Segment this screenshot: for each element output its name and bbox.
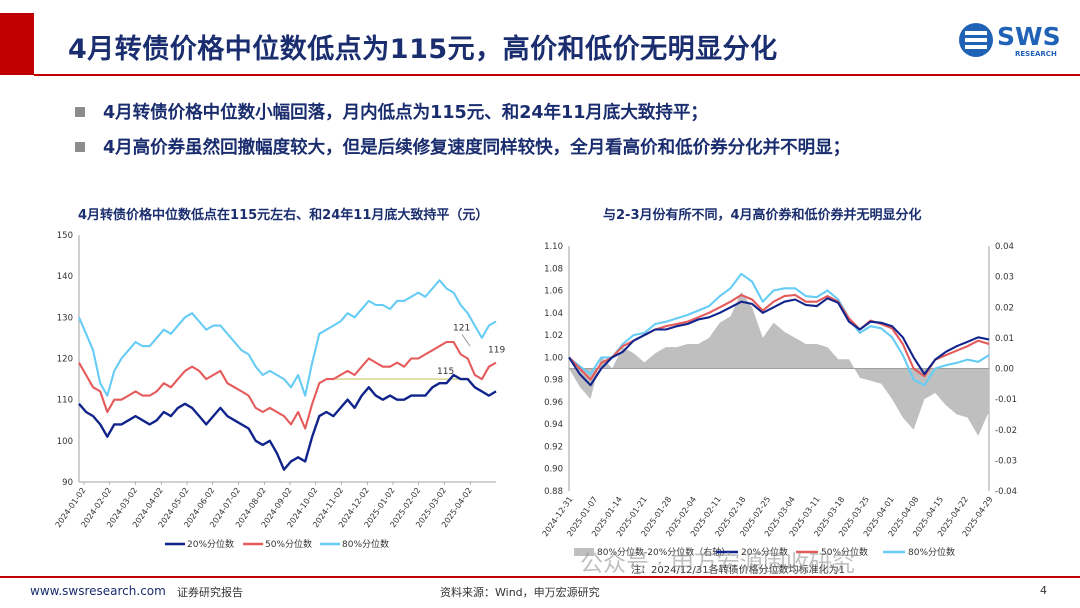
right-y-tick-label: 0.96 xyxy=(544,398,563,408)
right-y-tick-label: 1.08 xyxy=(544,264,563,274)
right-legend-label: 50%分位数 xyxy=(821,546,868,558)
title-divider xyxy=(34,74,1080,76)
left-legend-label: 20%分位数 xyxy=(187,538,234,550)
left-y-tick-label: 100 xyxy=(57,437,73,447)
left-legend-label: 50%分位数 xyxy=(265,538,312,550)
logo-subtext: RESEARCH xyxy=(1015,50,1057,58)
right-y2-tick-label: 0.02 xyxy=(995,303,1014,313)
left-y-tick-label: 140 xyxy=(57,272,73,282)
right-chart-title: 与2-3月份有所不同，4月高价券和低价券并无明显分化 xyxy=(603,208,922,223)
title-accent-block xyxy=(0,13,34,75)
right-y-tick-label: 1.00 xyxy=(544,353,563,363)
right-spread-area xyxy=(569,291,989,436)
title-bar: 4月转债价格中位数低点为115元，高价和低价无明显分化 SWS RESEARCH xyxy=(0,0,1080,80)
left-chart-title: 4月转债价格中位数低点在115元左右、和24年11月底大致持平（元） xyxy=(78,208,489,223)
bullet-text: 4月高价券虽然回撤幅度较大，但是后续修复速度同样较快，全月看高价和低价券分化并不… xyxy=(103,138,851,158)
left-series-line-p20 xyxy=(78,373,497,471)
left-annotation-leader xyxy=(461,334,471,347)
bullet-square-icon xyxy=(75,141,85,152)
right-y2-tick-label: 0.03 xyxy=(995,273,1014,283)
left-y-tick-label: 150 xyxy=(57,231,73,241)
right-y-tick-label: 1.06 xyxy=(544,287,563,297)
right-legend-label: 80%分位数 xyxy=(908,546,955,558)
right-y-tick-label: 0.88 xyxy=(544,487,563,497)
right-y2-tick-label: 0.01 xyxy=(995,334,1014,344)
left-y-tick-label: 130 xyxy=(57,313,73,323)
left-legend-label: 80%分位数 xyxy=(342,538,389,550)
right-y-tick-label: 0.98 xyxy=(544,376,563,386)
right-legend-label: 80%分位数-20%分位数（右轴） xyxy=(597,546,730,558)
right-y2-tick-label: -0.04 xyxy=(995,487,1017,497)
bullet-item: 4月高价券虽然回撤幅度较大，但是后续修复速度同样较快，全月看高价和低价券分化并不… xyxy=(75,129,850,164)
bullet-square-icon xyxy=(75,106,85,117)
right-y-tick-label: 1.10 xyxy=(544,242,563,252)
sws-logo: SWS RESEARCH xyxy=(958,20,1061,60)
page-number: 4 xyxy=(1040,584,1047,597)
chart-note: 注：2024/12/31各转债价格分位数均标准化为1 xyxy=(631,565,845,576)
bullet-list: 4月转债价格中位数小幅回落，月内低点为115元、和24年11月底大致持平； 4月… xyxy=(75,94,850,164)
left-data-label: 115 xyxy=(437,367,454,377)
right-y-tick-label: 1.04 xyxy=(544,309,563,319)
right-y2-tick-label: -0.03 xyxy=(995,456,1017,466)
left-data-label: 119 xyxy=(488,346,505,356)
logo-text: SWS xyxy=(997,22,1061,51)
right-series-line-p80 xyxy=(568,272,990,387)
sws-logo-icon xyxy=(959,23,993,57)
footer-divider xyxy=(0,576,1080,578)
right-y-tick-label: 0.92 xyxy=(544,442,563,452)
bullet-item: 4月转债价格中位数小幅回落，月内低点为115元、和24年11月底大致持平； xyxy=(75,94,850,129)
left-series-line-p80 xyxy=(78,279,497,397)
right-y-tick-label: 0.90 xyxy=(544,465,563,475)
right-legend-swatch-spread xyxy=(574,548,594,556)
right-y2-tick-label: 0.04 xyxy=(995,242,1014,252)
left-y-tick-label: 90 xyxy=(62,478,73,488)
right-y2-tick-label: -0.01 xyxy=(995,395,1017,405)
footer-url[interactable]: www.swsresearch.com xyxy=(30,584,166,598)
footer-source: 资料来源：Wind，申万宏源研究 xyxy=(440,586,600,599)
watermark: 公众号 · 申万宏源固收研究 xyxy=(580,551,855,577)
page-title: 4月转债价格中位数低点为115元，高价和低价无明显分化 xyxy=(68,34,778,65)
right-y2-tick-label: -0.02 xyxy=(995,426,1017,436)
left-series-line-p50 xyxy=(78,340,497,430)
right-legend-label: 20%分位数 xyxy=(741,546,788,558)
right-y-tick-label: 1.02 xyxy=(544,331,563,341)
left-y-tick-label: 120 xyxy=(57,355,73,365)
right-y2-tick-label: 0.00 xyxy=(995,365,1014,375)
footer-report-type: 证券研究报告 xyxy=(177,586,243,599)
left-data-label: 121 xyxy=(453,323,470,333)
right-series-line-p20 xyxy=(568,297,990,387)
bullet-text: 4月转债价格中位数小幅回落，月内低点为115元、和24年11月底大致持平； xyxy=(103,103,708,123)
right-y-tick-label: 0.94 xyxy=(544,420,563,430)
left-y-tick-label: 110 xyxy=(57,396,73,406)
